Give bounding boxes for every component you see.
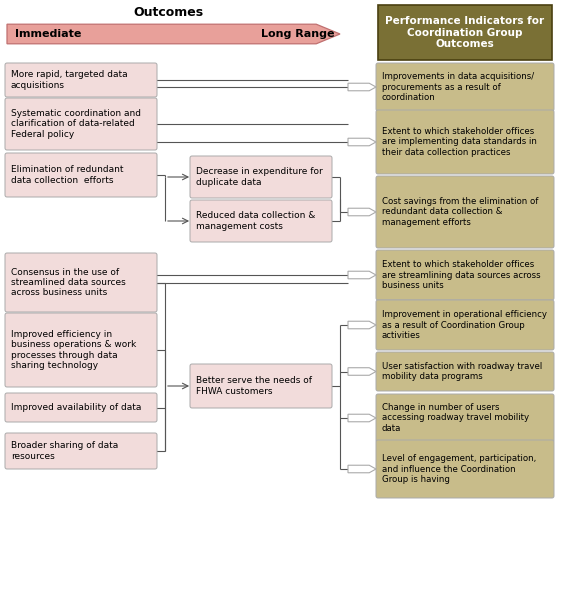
Polygon shape xyxy=(348,368,376,375)
FancyBboxPatch shape xyxy=(5,253,157,312)
Text: Long Range: Long Range xyxy=(261,29,335,39)
Polygon shape xyxy=(351,417,373,419)
Polygon shape xyxy=(351,274,373,276)
Text: Reduced data collection &
management costs: Reduced data collection & management cos… xyxy=(196,211,315,231)
Polygon shape xyxy=(348,271,376,279)
Polygon shape xyxy=(348,321,376,328)
FancyBboxPatch shape xyxy=(376,440,554,498)
FancyBboxPatch shape xyxy=(376,176,554,248)
Text: Level of engagement, participation,
and influence the Coordination
Group is havi: Level of engagement, participation, and … xyxy=(382,454,536,484)
Polygon shape xyxy=(351,370,373,373)
Text: Outcomes: Outcomes xyxy=(134,6,204,19)
Polygon shape xyxy=(348,138,376,146)
FancyBboxPatch shape xyxy=(5,63,157,97)
Text: Performance Indicators for
Coordination Group
Outcomes: Performance Indicators for Coordination … xyxy=(385,16,545,49)
Text: Extent to which stakeholder offices
are streamlining data sources across
busines: Extent to which stakeholder offices are … xyxy=(382,260,541,290)
Polygon shape xyxy=(351,468,373,470)
Text: User satisfaction with roadway travel
mobility data programs: User satisfaction with roadway travel mo… xyxy=(382,362,542,381)
FancyBboxPatch shape xyxy=(378,5,552,60)
Polygon shape xyxy=(348,465,376,473)
Text: Better serve the needs of
FHWA customers: Better serve the needs of FHWA customers xyxy=(196,376,312,395)
FancyBboxPatch shape xyxy=(376,110,554,174)
FancyBboxPatch shape xyxy=(190,156,332,198)
Text: Extent to which stakeholder offices
are implementing data standards in
their dat: Extent to which stakeholder offices are … xyxy=(382,127,537,157)
Text: More rapid, targeted data
acquisitions: More rapid, targeted data acquisitions xyxy=(11,70,127,90)
Text: Improvement in operational efficiency
as a result of Coordination Group
activiti: Improvement in operational efficiency as… xyxy=(382,310,547,340)
Text: Improvements in data acquisitions/
procurements as a result of
coordination: Improvements in data acquisitions/ procu… xyxy=(382,72,534,102)
FancyBboxPatch shape xyxy=(376,394,554,442)
FancyBboxPatch shape xyxy=(376,300,554,350)
FancyBboxPatch shape xyxy=(5,153,157,197)
FancyBboxPatch shape xyxy=(376,250,554,300)
FancyBboxPatch shape xyxy=(190,200,332,242)
FancyBboxPatch shape xyxy=(190,364,332,408)
FancyBboxPatch shape xyxy=(5,433,157,469)
Text: Broader sharing of data
resources: Broader sharing of data resources xyxy=(11,441,118,460)
FancyBboxPatch shape xyxy=(5,313,157,387)
Text: Improved availability of data: Improved availability of data xyxy=(11,403,141,412)
FancyBboxPatch shape xyxy=(376,352,554,391)
Text: Decrease in expenditure for
duplicate data: Decrease in expenditure for duplicate da… xyxy=(196,167,323,187)
Polygon shape xyxy=(348,208,376,216)
FancyBboxPatch shape xyxy=(376,63,554,111)
Text: Systematic coordination and
clarification of data-related
Federal policy: Systematic coordination and clarificatio… xyxy=(11,109,141,139)
FancyBboxPatch shape xyxy=(5,98,157,150)
FancyBboxPatch shape xyxy=(5,393,157,422)
Text: Immediate: Immediate xyxy=(15,29,81,39)
Polygon shape xyxy=(348,84,376,91)
Polygon shape xyxy=(351,324,373,326)
Text: Cost savings from the elimination of
redundant data collection &
management effo: Cost savings from the elimination of red… xyxy=(382,197,539,227)
Polygon shape xyxy=(351,141,373,143)
Text: Elimination of redundant
data collection  efforts: Elimination of redundant data collection… xyxy=(11,165,123,185)
Polygon shape xyxy=(7,24,340,44)
Text: Change in number of users
accessing roadway travel mobility
data: Change in number of users accessing road… xyxy=(382,403,529,433)
Text: Consensus in the use of
streamlined data sources
across business units: Consensus in the use of streamlined data… xyxy=(11,268,126,297)
Polygon shape xyxy=(351,86,373,88)
Text: Improved efficiency in
business operations & work
processes through data
sharing: Improved efficiency in business operatio… xyxy=(11,330,136,370)
Polygon shape xyxy=(351,211,373,213)
Polygon shape xyxy=(348,414,376,422)
